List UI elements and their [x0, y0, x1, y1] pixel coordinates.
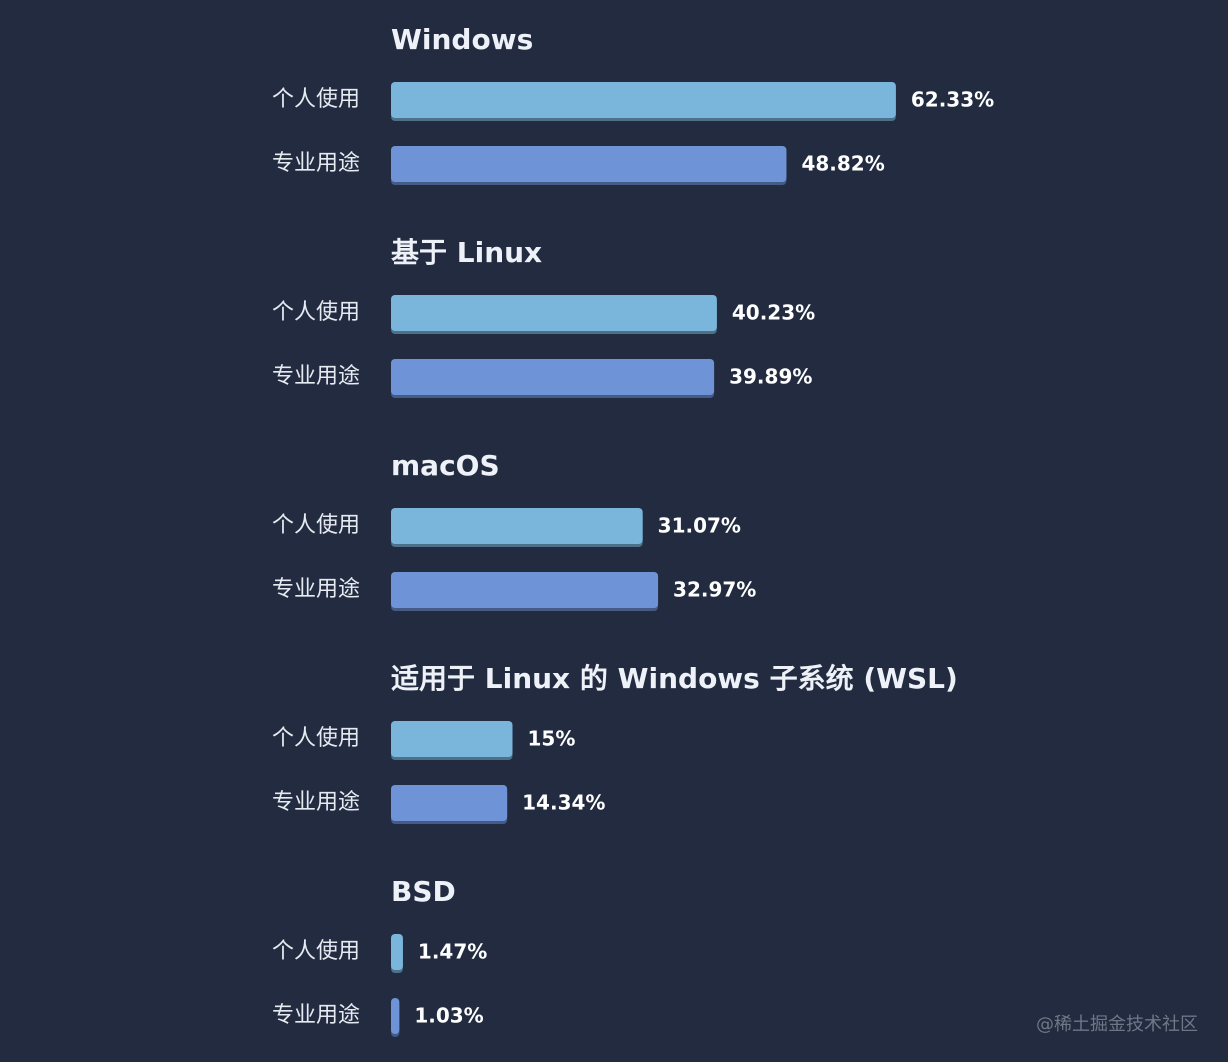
chart-group: BSD 个人使用 1.47% 专业用途 1.03% [272, 875, 487, 1037]
value-label: 62.33% [911, 88, 994, 112]
value-label: 48.82% [801, 152, 884, 176]
value-label: 39.89% [729, 365, 812, 389]
bar [391, 508, 643, 544]
row-label: 个人使用 [272, 939, 360, 964]
row-label: 专业用途 [272, 577, 360, 602]
row-label: 个人使用 [272, 300, 360, 325]
row-label: 个人使用 [272, 726, 360, 751]
chart-group: 适用于 Linux 的 Windows 子系统 (WSL) 个人使用 15% 专业用途… [272, 662, 958, 824]
value-label: 32.97% [673, 578, 756, 602]
value-label: 14.34% [522, 791, 605, 815]
group-title: 基于 Linux [391, 236, 542, 269]
bar [391, 934, 403, 970]
row-label: 个人使用 [272, 87, 360, 112]
row-label: 专业用途 [272, 151, 360, 176]
row-label: 专业用途 [272, 1003, 360, 1028]
row-label: 专业用途 [272, 364, 360, 389]
bar [391, 572, 659, 608]
bar [391, 295, 717, 331]
value-label: 31.07% [658, 514, 741, 538]
chart-group: 基于 Linux 个人使用 40.23% 专业用途 39.89% [272, 236, 815, 398]
group-title: 适用于 Linux 的 Windows 子系统 (WSL) [391, 662, 958, 695]
value-label: 40.23% [732, 301, 815, 325]
bar [391, 721, 513, 757]
bar [391, 785, 508, 821]
bar [391, 146, 787, 182]
row-label: 个人使用 [272, 513, 360, 538]
group-title: BSD [391, 875, 456, 908]
bar [391, 998, 400, 1034]
group-title: Windows [391, 23, 533, 56]
group-title: macOS [391, 449, 500, 482]
bar [391, 82, 896, 118]
chart-group: macOS 个人使用 31.07% 专业用途 32.97% [272, 449, 756, 611]
value-label: 15% [528, 727, 576, 751]
value-label: 1.47% [418, 940, 487, 964]
value-label: 1.03% [414, 1004, 483, 1028]
bar [391, 359, 715, 395]
watermark: @稀土掘金技术社区 [1036, 1014, 1198, 1035]
chart-group: Windows 个人使用 62.33% 专业用途 48.82% [272, 23, 994, 185]
row-label: 专业用途 [272, 790, 360, 815]
